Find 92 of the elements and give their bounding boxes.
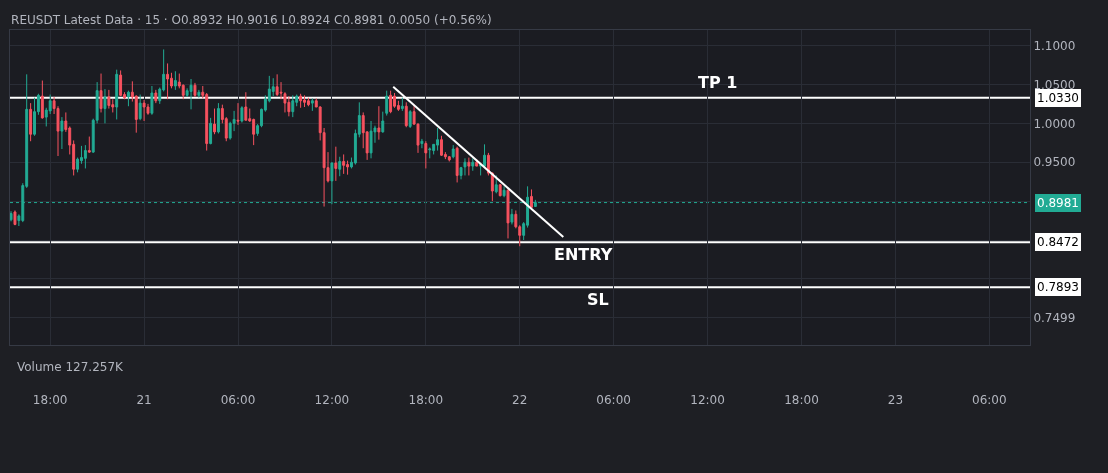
candlestick <box>385 90 389 117</box>
candlestick <box>115 69 119 120</box>
candlestick <box>87 136 91 154</box>
y-tick-label: 0.7499 <box>1033 311 1076 326</box>
x-tick-label: 12:00 <box>690 393 725 408</box>
x-tick-label: 06:00 <box>972 393 1007 408</box>
chart-title: REUSDT Latest Data · 15 · O0.8932 H0.9016 L0.8924 C0.8981 0.0050 (+0.56%) <box>11 13 492 28</box>
candlestick <box>455 146 459 183</box>
candlestick <box>467 157 471 176</box>
candlestick <box>40 80 44 120</box>
candlestick <box>530 188 533 211</box>
candlestick <box>451 144 455 159</box>
candlestick <box>173 70 177 91</box>
candlestick <box>189 78 193 110</box>
y-tick-label: 0.9500 <box>1033 155 1076 170</box>
y-tick-label: 1.1000 <box>1033 38 1076 53</box>
candlestick <box>389 90 393 114</box>
candlestick <box>377 105 381 141</box>
x-tick-label: 22 <box>512 393 528 408</box>
candlestick <box>440 135 443 157</box>
annotation: TP 1 <box>698 73 738 92</box>
candlestick <box>436 127 440 152</box>
candlestick <box>193 82 197 98</box>
x-tick-label: 21 <box>136 393 152 408</box>
candlestick <box>306 97 310 107</box>
candlestick <box>126 90 130 107</box>
x-tick-label: 18:00 <box>784 393 819 408</box>
candlestick <box>471 157 475 172</box>
candlestick <box>142 99 146 122</box>
candlestick <box>107 89 111 110</box>
candlestick <box>310 97 314 112</box>
candlestick <box>197 89 201 99</box>
candlestick <box>303 94 306 108</box>
candlestick <box>166 62 170 100</box>
candlestick <box>83 144 87 169</box>
candlestick <box>99 73 103 113</box>
x-tick-label: 18:00 <box>32 393 68 408</box>
candlestick <box>103 88 107 124</box>
candlestick <box>240 105 244 124</box>
ref-line-label: 1.0330 <box>1037 91 1079 105</box>
candlestick <box>291 94 295 118</box>
candlestick <box>213 108 216 135</box>
annotation: SL <box>587 290 609 309</box>
candlestick <box>506 188 510 239</box>
candlestick <box>244 91 248 121</box>
candlestick <box>275 73 279 97</box>
candlestick <box>29 102 33 142</box>
candlestick <box>119 69 123 97</box>
candlestick <box>216 102 220 134</box>
candlestick <box>463 157 467 176</box>
text: Volume 127.257K <box>17 360 125 374</box>
candlestick <box>150 85 154 116</box>
y-tick-label: 1.0500 <box>1033 77 1076 92</box>
x-tick-label: 12:00 <box>314 393 350 408</box>
candlestick <box>494 174 498 194</box>
x-tick-label: 18:00 <box>408 393 444 408</box>
candlestick <box>404 101 408 128</box>
x-tick-label: 23 <box>887 393 904 408</box>
annotation: ENTRY <box>554 245 613 264</box>
y-tick-label: 1.0000 <box>1033 116 1076 131</box>
candlestick <box>510 208 514 225</box>
candlestick <box>424 140 428 169</box>
candlestick <box>342 153 346 175</box>
candlestick <box>10 210 13 222</box>
candlestick <box>408 109 412 129</box>
candlestick <box>369 120 373 159</box>
candlestick <box>381 111 385 134</box>
ref-line-label: 0.8981 <box>1037 196 1079 210</box>
candlestick <box>299 93 303 109</box>
candlestick <box>13 209 17 226</box>
candlestick <box>60 116 64 150</box>
candlestick <box>400 97 404 112</box>
candlestick <box>502 185 506 198</box>
candlestick <box>483 143 486 169</box>
ref-line-label: 0.8472 <box>1037 235 1079 249</box>
x-tick-label: 06:00 <box>220 393 256 408</box>
candlestick <box>209 117 213 145</box>
candlestick <box>498 183 502 197</box>
candlestick <box>138 94 142 121</box>
ref-line-label: 0.7893 <box>1037 280 1079 294</box>
candlestick <box>33 97 36 137</box>
candlestick <box>393 92 396 109</box>
x-tick-label: 06:00 <box>596 393 631 408</box>
candlestick <box>420 138 424 149</box>
candlestick <box>287 95 291 117</box>
candlestick <box>338 156 342 177</box>
candlestick <box>334 146 338 182</box>
candlestick <box>486 152 490 176</box>
candlestick <box>428 146 432 159</box>
candlestick <box>154 89 158 104</box>
candlestick <box>236 102 240 126</box>
candlestick <box>447 155 451 162</box>
